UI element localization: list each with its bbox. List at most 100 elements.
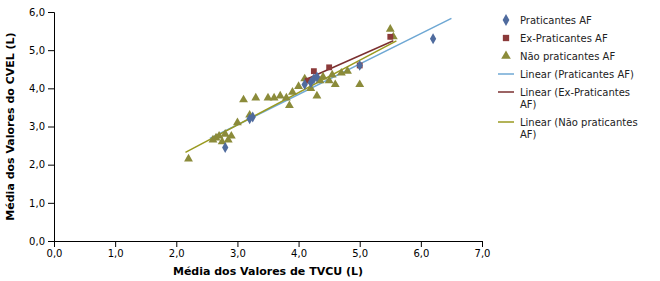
tick-label: 1,0 [108, 248, 124, 259]
legend-line [498, 121, 514, 123]
tick-mark [299, 241, 300, 247]
tick-mark [48, 127, 54, 128]
point [326, 64, 332, 70]
trend-line [185, 41, 396, 153]
tick: 5,0 [29, 45, 54, 56]
point-series [222, 33, 436, 153]
x-axis-title: Média dos Valores de TVCU (L) [173, 265, 363, 278]
point [222, 142, 228, 153]
tick: 0,0 [29, 236, 54, 247]
point [184, 154, 193, 162]
legend-label: Ex-Praticantes AF [520, 33, 608, 44]
tick-mark [176, 241, 177, 247]
tick-mark [48, 50, 54, 51]
point [331, 79, 340, 87]
point [343, 66, 352, 74]
legend-item: Não praticantes AF [501, 50, 615, 61]
legend-line [498, 73, 514, 75]
plot-area: 0,0 1,0 2,0 3,0 4,0 5,0 6,0 7,0 0,0 1,0 2,0 3,0 4,0 5… [29, 7, 490, 259]
legend: Praticantes AF Ex-Praticantes AF Não prati… [498, 14, 638, 139]
legend-marker [501, 50, 511, 58]
point [328, 70, 337, 78]
legend-line [498, 91, 514, 93]
tick-label: 4,0 [291, 248, 307, 259]
point [227, 131, 236, 139]
legend-label: Não praticantes AF [520, 51, 615, 62]
tick-mark [48, 241, 54, 242]
tick-label: 3,0 [230, 248, 246, 259]
tick-label: 5,0 [29, 45, 45, 56]
tick-mark [237, 241, 238, 247]
point [239, 95, 248, 103]
tick: 5,0 [352, 241, 368, 259]
legend-label: Linear (Praticantes AF) [520, 69, 634, 80]
point-series [305, 34, 393, 84]
tick-mark [421, 241, 422, 247]
tick: 4,0 [291, 241, 307, 259]
point [250, 112, 256, 123]
point [319, 72, 328, 80]
tick-mark [48, 203, 54, 204]
point [285, 100, 294, 108]
point [357, 60, 363, 71]
legend-item: Ex-Praticantes AF [503, 33, 608, 44]
tick-label: 0,0 [47, 248, 63, 259]
legend-marker [503, 14, 510, 26]
point [387, 34, 393, 40]
x-axis: 0,0 1,0 2,0 3,0 4,0 5,0 6,0 7,0 [47, 241, 491, 259]
tick-label: 7,0 [475, 248, 491, 259]
x-axis-line [55, 242, 483, 248]
tick-label: 6,0 [413, 248, 429, 259]
point [430, 33, 436, 44]
point [251, 93, 260, 101]
tick: 2,0 [169, 241, 185, 259]
tick: 0,0 [47, 241, 63, 259]
y-axis: 0,0 1,0 2,0 3,0 4,0 5,0 6,0 [29, 7, 54, 247]
tick-label: 6,0 [29, 7, 45, 18]
point [276, 91, 285, 99]
tick-label: 5,0 [352, 248, 368, 259]
tick-mark [482, 241, 483, 247]
tick: 7,0 [475, 241, 491, 259]
tick-label: 4,0 [29, 83, 45, 94]
legend-item: Linear (Não praticantesAF) [498, 117, 638, 140]
legend-item: Linear (Ex-PraticantesAF) [498, 87, 630, 110]
tick: 1,0 [29, 198, 54, 209]
tick: 4,0 [29, 83, 54, 94]
point-series [184, 24, 398, 161]
tick-mark [48, 88, 54, 89]
tick-label: 0,0 [29, 236, 45, 247]
point [311, 68, 317, 74]
y-axis-line [48, 13, 55, 242]
tick: 2,0 [29, 159, 54, 170]
point [302, 79, 308, 90]
tick: 3,0 [29, 121, 54, 132]
tick-mark [115, 241, 116, 247]
point [294, 81, 303, 89]
tick: 3,0 [230, 241, 246, 259]
point [233, 118, 242, 126]
marks [184, 18, 451, 161]
tick-mark [360, 241, 361, 247]
point [386, 24, 395, 32]
tick: 1,0 [108, 241, 124, 259]
legend-item: Linear (Praticantes AF) [498, 69, 634, 80]
legend-marker [503, 35, 509, 41]
point [312, 91, 321, 99]
tick: 6,0 [29, 7, 54, 18]
tick-label: 3,0 [29, 121, 45, 132]
tick-label: 2,0 [169, 248, 185, 259]
tick-mark [48, 165, 54, 166]
tick-label: 2,0 [29, 159, 45, 170]
legend-item: Praticantes AF [503, 14, 592, 26]
point [314, 71, 320, 82]
legend-label: Linear (Não praticantesAF) [520, 117, 638, 140]
tick-label: 1,0 [29, 198, 45, 209]
legend-label: Linear (Ex-PraticantesAF) [520, 87, 630, 110]
tick: 6,0 [413, 241, 429, 259]
point [355, 79, 364, 87]
legend-label: Praticantes AF [520, 15, 592, 26]
y-axis-title: Média dos Valores do CVEL (L) [4, 32, 17, 220]
tick-mark [48, 12, 54, 13]
chart: 0,0 1,0 2,0 3,0 4,0 5,0 6,0 7,0 0,0 1,0 2,0 3,0 4,0 5… [0, 0, 660, 281]
